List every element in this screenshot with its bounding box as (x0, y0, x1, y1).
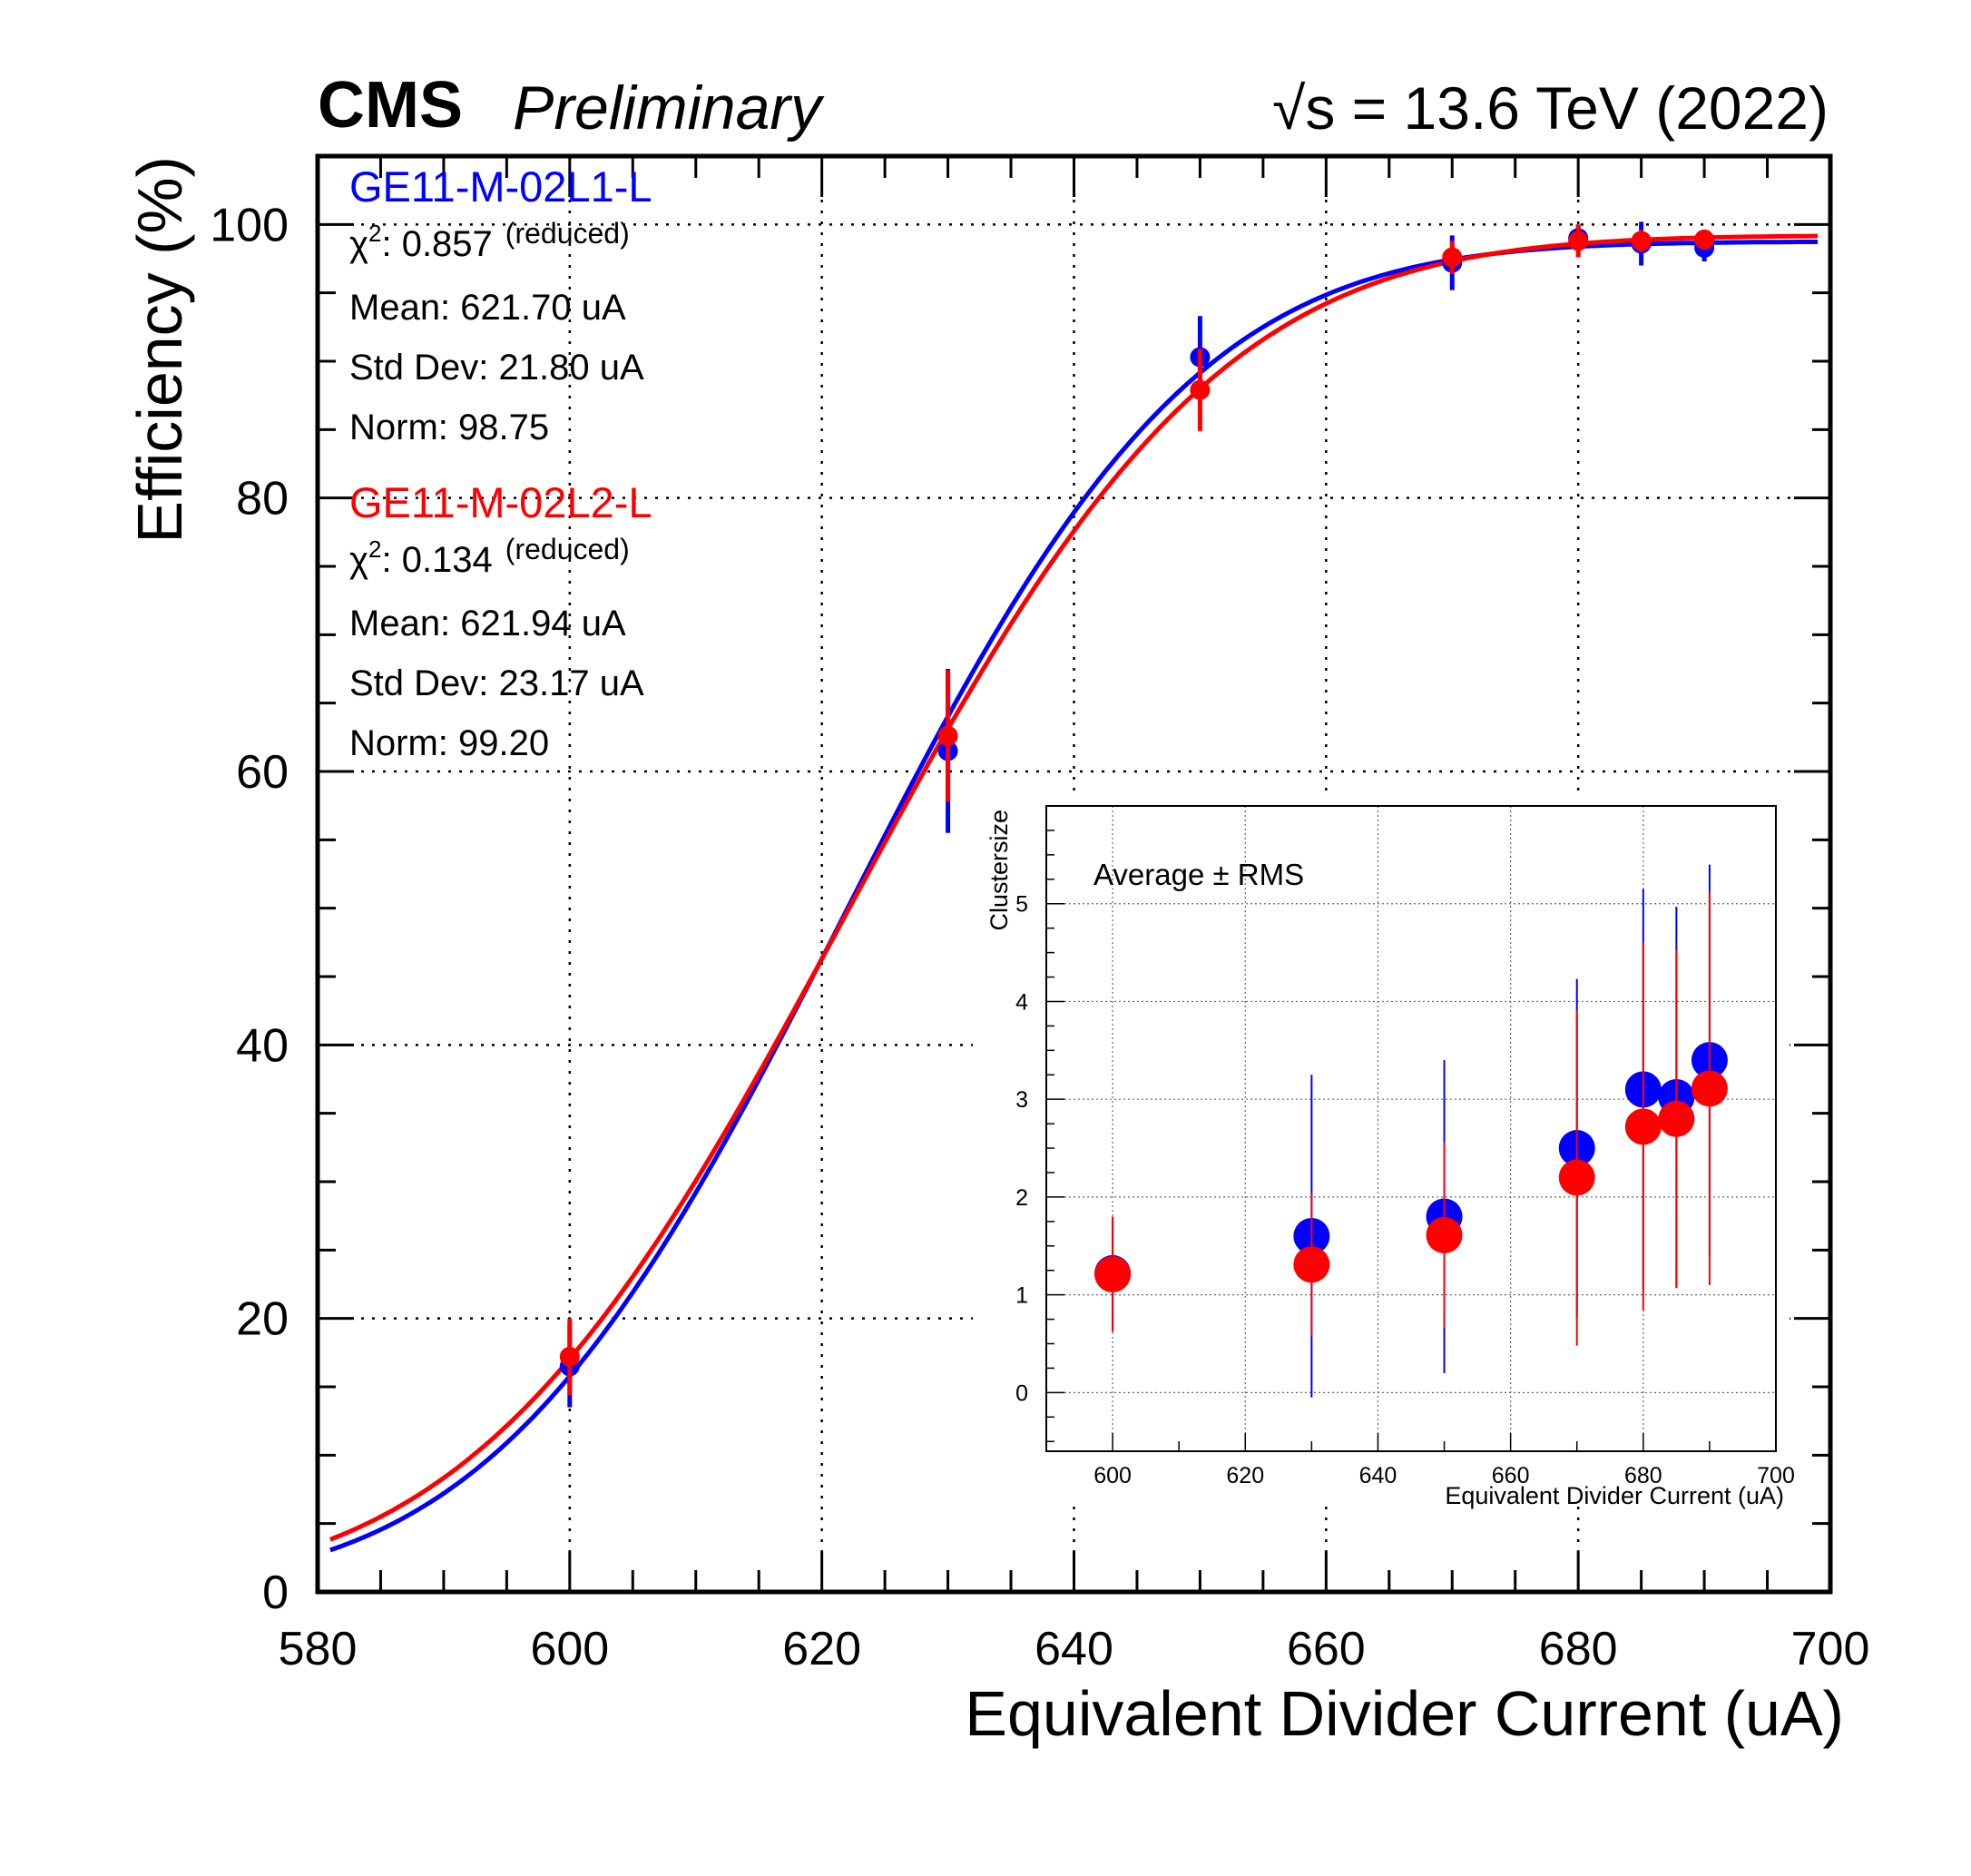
y-tick-label: 40 (236, 1019, 289, 1072)
inset-data-points (1094, 864, 1728, 1398)
inset-y-tick-label: 3 (1015, 1087, 1028, 1113)
data-point-series-2 (559, 1346, 580, 1367)
inset-data-point-series-2 (1624, 1108, 1662, 1145)
inset-x-tick-label: 700 (1757, 1463, 1795, 1488)
y-tick-label: 20 (236, 1293, 289, 1346)
x-tick-label: 620 (782, 1623, 861, 1675)
inset-data-point-series-2 (1691, 1070, 1728, 1107)
inset-frame (1045, 805, 1777, 1452)
chi2-superscript: 2 (368, 220, 381, 247)
chi2-value: : 0.134 (381, 540, 492, 580)
cms-label: CMS (318, 69, 463, 142)
x-tick-label: 640 (1035, 1623, 1113, 1675)
inset-axes: 600 620 640 660 680 700 0 1 2 3 4 5 (1015, 805, 1795, 1488)
inset-y-tick-label: 4 (1015, 989, 1028, 1015)
chi2-superscript: 2 (368, 535, 381, 563)
inset-y-tick-label: 2 (1015, 1185, 1028, 1211)
series2-norm: Norm: 99.20 (349, 723, 549, 763)
series1-chi2-line: χ2: 0.857 (reduced) (349, 217, 630, 264)
x-tick-label: 700 (1791, 1623, 1870, 1675)
series2-chi2-line: χ2: 0.134 (reduced) (349, 533, 630, 580)
inset-grid (1046, 806, 1777, 1451)
x-tick-label: 660 (1287, 1623, 1366, 1675)
chi2-note: (reduced) (505, 217, 630, 250)
chi2-value: : 0.857 (381, 224, 492, 264)
inset-y-tick-label: 1 (1015, 1283, 1028, 1309)
inset-y-tick-label: 5 (1015, 892, 1028, 918)
series2-legend-name: GE11-M-02L2-L (349, 478, 652, 526)
inset-data-point-series-2 (1094, 1256, 1132, 1293)
series2-mean: Mean: 621.94 uA (349, 604, 626, 643)
data-point-series-2 (1631, 231, 1652, 251)
series1-mean: Mean: 621.70 uA (349, 288, 626, 328)
inset-x-tick-label: 640 (1359, 1463, 1397, 1488)
chi2-symbol: χ (349, 224, 368, 264)
y-tick-label: 60 (236, 746, 289, 799)
chi2-symbol: χ (349, 540, 368, 580)
energy-label: √s = 13.6 TeV (2022) (1272, 74, 1829, 142)
inset-data-point-series-2 (1558, 1159, 1595, 1196)
y-axis-title: Efficiency (%) (124, 156, 195, 544)
series1-std: Std Dev: 21.80 uA (349, 348, 644, 388)
data-point-series-2 (1694, 229, 1715, 250)
data-point-series-2 (937, 725, 958, 746)
preliminary-label: Preliminary (513, 74, 825, 142)
x-tick-label: 580 (279, 1623, 358, 1675)
data-point-series-2 (1568, 231, 1589, 251)
inset-x-tick-label: 620 (1226, 1463, 1264, 1488)
inset-background (973, 799, 1790, 1507)
series1-stats-box: GE11-M-02L1-L χ2: 0.857 (reduced) Mean: 6… (349, 162, 652, 447)
y-tick-label: 0 (262, 1567, 289, 1619)
main-data-points (559, 221, 1715, 1408)
x-axis-title: Equivalent Divider Current (uA) (965, 1678, 1844, 1749)
y-tick-label: 80 (236, 473, 289, 525)
inset-data-point-series-2 (1293, 1246, 1330, 1283)
series1-norm: Norm: 98.75 (349, 408, 549, 447)
data-point-series-2 (1190, 379, 1211, 400)
inset-data-point-series-2 (1658, 1100, 1695, 1137)
inset-x-axis-title: Equivalent Divider Current (uA) (1445, 1482, 1784, 1509)
chi2-note: (reduced) (505, 533, 630, 565)
x-tick-label: 680 (1539, 1623, 1618, 1675)
series1-legend-name: GE11-M-02L1-L (349, 162, 652, 211)
inset-x-tick-label: 680 (1624, 1463, 1662, 1488)
inset-clustersize-panel: 600 620 640 660 680 700 0 1 2 3 4 5 Average ± RMS E… (973, 799, 1795, 1509)
series2-stats-box: GE11-M-02L2-L χ2: 0.134 (reduced) Mean: 6… (349, 478, 652, 763)
inset-x-tick-label: 600 (1093, 1463, 1132, 1488)
x-tick-label: 600 (530, 1623, 609, 1675)
inset-title: Average ± RMS (1093, 858, 1304, 891)
inset-x-tick-label: 660 (1492, 1463, 1530, 1488)
y-tick-label: 100 (210, 199, 289, 251)
series2-std: Std Dev: 23.17 uA (349, 663, 644, 703)
inset-data-point-series-2 (1426, 1216, 1463, 1253)
data-point-series-2 (1442, 247, 1463, 268)
inset-y-tick-label: 0 (1015, 1380, 1028, 1406)
inset-y-axis-title: Clustersize (986, 810, 1013, 931)
